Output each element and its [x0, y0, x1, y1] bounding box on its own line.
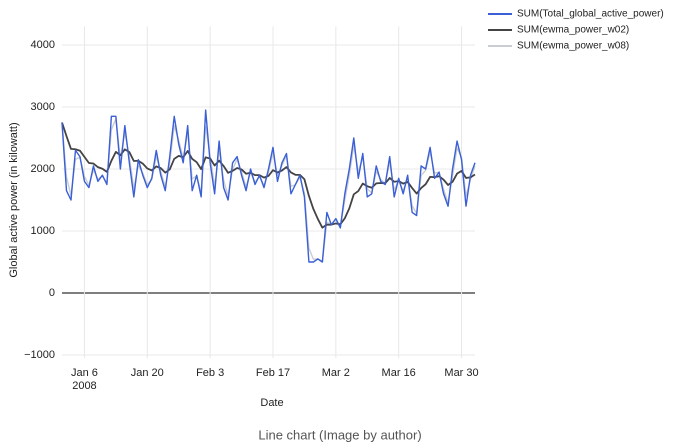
x-tick-label: Mar 30: [444, 367, 478, 379]
series-line: [61, 109, 476, 263]
y-tick-label: 3000: [31, 101, 55, 113]
x-tick-label: Mar 16: [382, 367, 416, 379]
x-tick-label: Jan 20: [131, 367, 164, 379]
y-tick-label: 0: [49, 287, 55, 299]
x-tick-label: Feb 17: [256, 367, 290, 379]
legend: SUM(Total_global_active_power) SUM(ewma_p…: [488, 9, 664, 52]
legend-label: SUM(Total_global_active_power): [517, 9, 664, 20]
x-axis-label: Date: [260, 397, 283, 409]
x-tick-label: Jan 6 2008: [71, 367, 98, 392]
y-tick-label: 1000: [31, 225, 55, 237]
y-tick-label: 4000: [31, 39, 55, 51]
caption: Line chart (Image by author): [258, 427, 421, 442]
y-tick-label: −1000: [24, 349, 55, 361]
y-axis-label: Global active power (in kilowatt): [8, 122, 20, 277]
x-tick-label: Mar 2: [322, 367, 350, 379]
y-tick-label: 2000: [31, 163, 55, 175]
legend-label: SUM(ewma_power_w02): [517, 25, 629, 36]
legend-label: SUM(ewma_power_w08): [517, 41, 629, 52]
x-tick-label: Feb 3: [196, 367, 224, 379]
